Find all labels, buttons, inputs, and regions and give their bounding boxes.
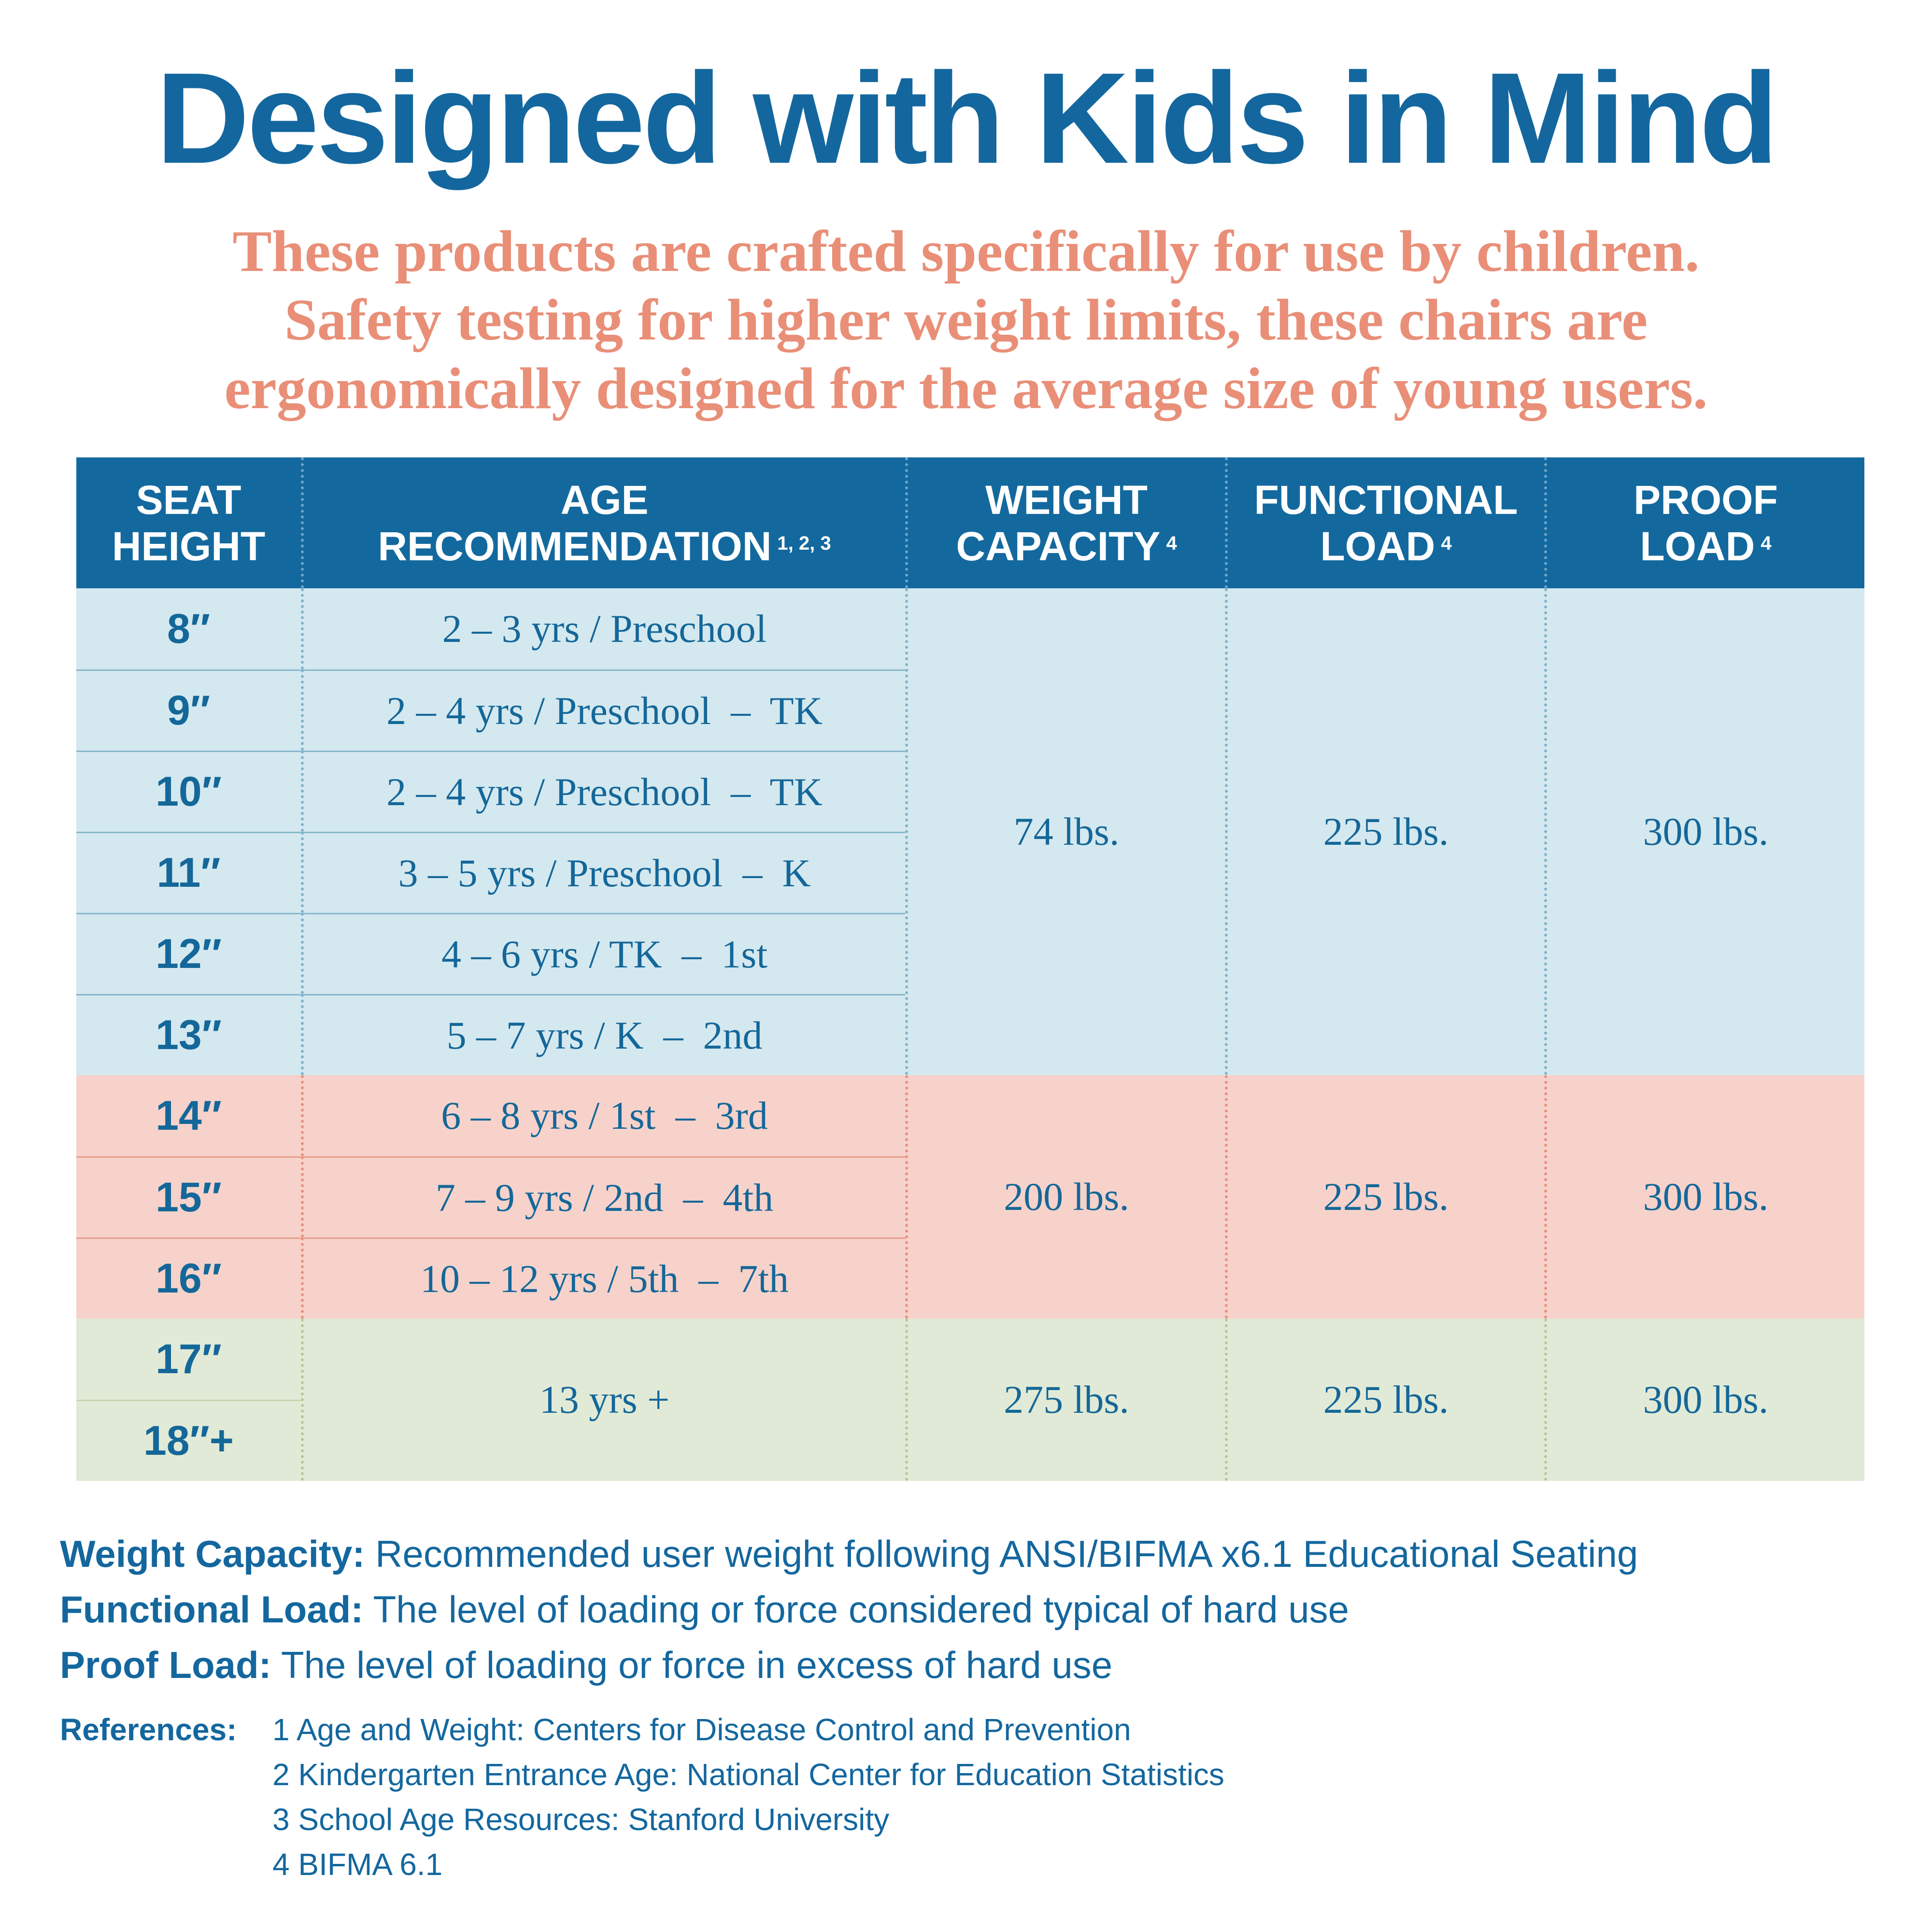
header-weight-capacity: WEIGHT CAPACITY 4 [905, 457, 1225, 588]
age-cell: 13 yrs + [301, 1319, 905, 1481]
subtitle-line: These products are crafted specifically … [232, 219, 1700, 284]
subtitle-line: ergonomically designed for the average s… [224, 356, 1708, 421]
header-text: LOAD [1640, 523, 1755, 569]
references: References: 1 Age and Weight: Centers fo… [60, 1707, 1224, 1887]
header-age: AGE RECOMMENDATION 1, 2, 3 [301, 457, 905, 588]
age-cell: 3 – 5 yrs / Preschool – K [301, 832, 905, 913]
weight-capacity-cell: 275 lbs. [905, 1319, 1225, 1481]
definitions: Weight Capacity: Recommended user weight… [60, 1526, 1638, 1693]
footnote-ref: 4 [1166, 532, 1177, 554]
header-text: AGE [560, 477, 649, 523]
weight-capacity-cell: 74 lbs. [905, 588, 1225, 1075]
seat-height-cell: 10″ [76, 751, 301, 832]
age-cell: 2 – 4 yrs / Preschool – TK [301, 751, 905, 832]
references-label: References: [60, 1712, 237, 1747]
definition-term: Weight Capacity: [60, 1533, 365, 1575]
functional-load-cell: 225 lbs. [1225, 588, 1544, 1075]
seat-height-cell: 13″ [76, 994, 301, 1075]
reference-item: 3 School Age Resources: Stanford Univers… [272, 1802, 890, 1837]
seat-height-cell: 14″ [76, 1075, 301, 1156]
definition-text: Recommended user weight following ANSI/B… [365, 1533, 1638, 1575]
seat-height-cell: 18″+ [76, 1400, 301, 1481]
header-text: CAPACITY [956, 523, 1161, 569]
seat-height-cell: 17″ [76, 1319, 301, 1400]
footnote-ref: 4 [1441, 532, 1452, 554]
subtitle-line: Safety testing for higher weight limits,… [284, 287, 1648, 353]
specs-table: SEAT HEIGHT AGE RECOMMENDATION 1, 2, 3 WEIG… [76, 457, 1864, 1481]
age-cell: 6 – 8 yrs / 1st – 3rd [301, 1075, 905, 1156]
seat-height-cell: 11″ [76, 832, 301, 913]
definition-text: The level of loading or force considered… [363, 1588, 1350, 1631]
proof-load-cell: 300 lbs. [1544, 1075, 1864, 1319]
header-functional-load: FUNCTIONAL LOAD 4 [1225, 457, 1544, 588]
header-seat-height: SEAT HEIGHT [76, 457, 301, 588]
header-text: RECOMMENDATION [378, 523, 772, 569]
age-cell: 2 – 4 yrs / Preschool – TK [301, 669, 905, 751]
functional-load-cell: 225 lbs. [1225, 1075, 1544, 1319]
weight-capacity-cell: 200 lbs. [905, 1075, 1225, 1319]
definition-functional-load: Functional Load: The level of loading or… [60, 1582, 1638, 1637]
age-cell: 4 – 6 yrs / TK – 1st [301, 913, 905, 994]
reference-item: 2 Kindergarten Entrance Age: National Ce… [272, 1757, 1224, 1792]
page-title: Designed with Kids in Mind [156, 45, 1778, 190]
age-cell: 5 – 7 yrs / K – 2nd [301, 994, 905, 1075]
age-cell: 2 – 3 yrs / Preschool [301, 588, 905, 669]
proof-load-cell: 300 lbs. [1544, 588, 1864, 1075]
seat-height-cell: 12″ [76, 913, 301, 994]
seat-height-cell: 15″ [76, 1156, 301, 1237]
header-text: PROOF [1634, 477, 1778, 523]
definition-term: Proof Load: [60, 1644, 271, 1686]
reference-item: 4 BIFMA 6.1 [272, 1847, 443, 1882]
seat-height-cell: 9″ [76, 669, 301, 751]
seat-height-cell: 8″ [76, 588, 301, 669]
functional-load-cell: 225 lbs. [1225, 1319, 1544, 1481]
header-text: SEAT [136, 477, 242, 523]
age-cell: 7 – 9 yrs / 2nd – 4th [301, 1156, 905, 1237]
header-proof-load: PROOF LOAD 4 [1544, 457, 1864, 588]
references-list: 1 Age and Weight: Centers for Disease Co… [272, 1707, 1224, 1887]
age-cell: 10 – 12 yrs / 5th – 7th [301, 1237, 905, 1319]
header-text: HEIGHT [112, 523, 266, 569]
definition-weight-capacity: Weight Capacity: Recommended user weight… [60, 1526, 1638, 1582]
definition-proof-load: Proof Load: The level of loading or forc… [60, 1637, 1638, 1693]
footnote-ref: 1, 2, 3 [777, 532, 831, 554]
reference-item: 1 Age and Weight: Centers for Disease Co… [272, 1712, 1131, 1747]
header-text: FUNCTIONAL [1254, 477, 1518, 523]
definition-term: Functional Load: [60, 1588, 364, 1631]
header-text: WEIGHT [985, 477, 1148, 523]
definition-text: The level of loading or force in excess … [271, 1644, 1113, 1686]
seat-height-cell: 16″ [76, 1237, 301, 1319]
header-text: LOAD [1320, 523, 1435, 569]
subtitle: These products are crafted specifically … [0, 217, 1932, 423]
proof-load-cell: 300 lbs. [1544, 1319, 1864, 1481]
footnote-ref: 4 [1761, 532, 1772, 554]
